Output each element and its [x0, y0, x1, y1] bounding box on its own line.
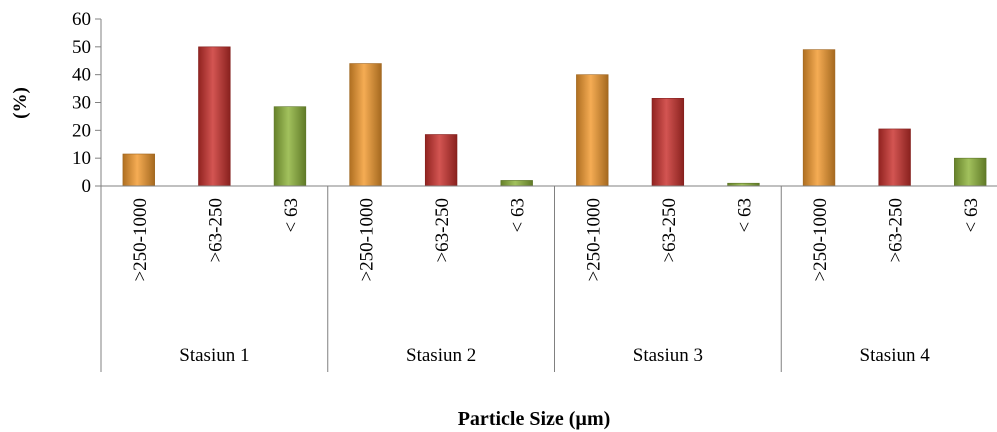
- category-label: < 63: [734, 198, 755, 232]
- category-label: >63-250: [659, 198, 680, 263]
- category-label: < 63: [508, 198, 529, 232]
- y-tick-label: 40: [72, 65, 91, 86]
- y-tick-label: 20: [72, 120, 91, 141]
- bars-layer: [122, 46, 987, 187]
- axes-layer: [95, 18, 997, 372]
- group-label: Stasiun 1: [179, 345, 249, 366]
- bar: [424, 134, 458, 187]
- bar: [198, 46, 231, 187]
- category-label: >63-250: [205, 198, 226, 263]
- labels-layer: 0 10 20 30 40 50 60 >250-1000 >63-250 < 63 Stasiun…: [72, 9, 982, 366]
- category-label: >250-1000: [357, 198, 378, 282]
- bar: [651, 98, 685, 187]
- bar: [500, 180, 533, 187]
- bar: [954, 157, 987, 187]
- bar: [349, 63, 382, 187]
- category-label: < 63: [281, 198, 302, 232]
- category-label: < 63: [961, 198, 982, 232]
- y-tick-label: 10: [72, 148, 91, 169]
- y-tick-label: 30: [72, 93, 91, 114]
- bar: [576, 74, 609, 187]
- bar: [122, 153, 155, 187]
- y-tick-label: 50: [72, 37, 91, 58]
- group-label: Stasiun 3: [633, 345, 703, 366]
- y-tick-label: 60: [72, 9, 91, 30]
- y-tick-label: 0: [82, 176, 92, 197]
- category-label: >63-250: [432, 198, 453, 263]
- x-axis-label: Particle Size (µm): [458, 408, 611, 430]
- bar: [802, 49, 836, 187]
- category-label: >250-1000: [810, 198, 831, 282]
- category-label: >250-1000: [583, 198, 604, 282]
- group-label: Stasiun 2: [406, 345, 476, 366]
- category-label: >250-1000: [130, 198, 151, 282]
- bar: [878, 128, 911, 187]
- group-label: Stasiun 4: [860, 345, 931, 366]
- bar: [273, 106, 307, 187]
- category-label: >63-250: [886, 198, 907, 263]
- y-axis-label: (%): [10, 87, 31, 119]
